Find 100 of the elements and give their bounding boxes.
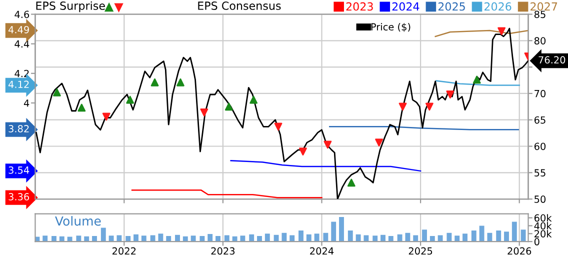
point	[53, 88, 61, 96]
legend-label: 2025	[438, 2, 465, 11]
bar	[454, 236, 460, 242]
y-tick-label: 0	[534, 238, 540, 246]
bar	[413, 235, 418, 242]
y2-tick-label: 60	[534, 142, 546, 150]
bar	[438, 235, 443, 242]
y-tick-label: 40k	[534, 222, 552, 230]
bar	[264, 234, 270, 242]
text: 3.82	[8, 125, 29, 132]
bar	[100, 228, 106, 242]
bar	[224, 235, 230, 242]
bar	[323, 232, 328, 242]
point	[176, 78, 184, 86]
bar	[496, 230, 502, 242]
bar	[487, 232, 492, 242]
point	[126, 96, 134, 104]
text: EPS Surprise	[36, 1, 105, 12]
legend-label: 2027	[530, 2, 558, 11]
bar	[331, 222, 336, 242]
bar	[372, 236, 378, 242]
bar	[76, 236, 82, 242]
bar	[190, 236, 196, 242]
line-series	[230, 160, 422, 172]
y2-tick-label: 55	[534, 169, 546, 176]
point	[324, 140, 332, 149]
point	[200, 108, 208, 116]
bar	[290, 235, 295, 242]
point	[150, 78, 159, 86]
data-label: 76.20	[538, 56, 566, 64]
point	[446, 90, 454, 98]
point	[398, 102, 407, 111]
bar	[116, 235, 122, 242]
bar	[479, 226, 484, 242]
point	[299, 148, 307, 156]
bar	[126, 236, 131, 242]
bar	[42, 236, 48, 242]
y-tick-label: 4.4	[14, 40, 30, 48]
point	[347, 178, 356, 187]
bar	[52, 236, 56, 242]
legend-label: 2023	[346, 2, 373, 11]
bar	[166, 236, 172, 242]
text: 4.12	[8, 80, 29, 88]
bar	[282, 232, 287, 242]
bar	[158, 234, 164, 242]
bar	[504, 232, 509, 242]
bar	[249, 234, 254, 242]
bar	[471, 230, 476, 242]
legend-label: Price ($)	[371, 23, 410, 32]
y-tick-label: 4.6	[14, 10, 30, 18]
point	[224, 102, 233, 111]
bar	[306, 234, 312, 242]
bar	[520, 230, 526, 242]
bar	[274, 234, 279, 242]
point	[250, 96, 258, 104]
legend-title: EPS Consensus	[198, 2, 281, 10]
chart-title: Volume	[55, 216, 101, 226]
bar	[216, 236, 220, 242]
y-tick-label: 60k	[534, 214, 552, 222]
bar	[430, 236, 435, 242]
bar	[134, 234, 138, 242]
y2-tick-label: 80	[534, 37, 546, 44]
bar	[175, 234, 180, 242]
bar	[405, 232, 410, 242]
text: 4.49	[8, 26, 29, 34]
bar	[446, 232, 452, 242]
bar	[92, 236, 97, 242]
bar	[512, 222, 517, 242]
bar	[208, 234, 213, 242]
bar	[240, 236, 246, 242]
bar	[462, 234, 468, 242]
bar	[339, 217, 344, 242]
point	[375, 138, 383, 147]
bar	[141, 236, 146, 242]
y2-tick-label: 65	[534, 116, 546, 124]
y-tick-label: 4	[24, 100, 30, 107]
bar	[314, 234, 320, 242]
y2-tick-label: 70	[534, 90, 546, 98]
text: 3.36	[8, 193, 30, 200]
x-tick-label: 2024	[310, 247, 334, 255]
bar	[388, 236, 394, 242]
point	[102, 112, 110, 121]
y2-tick-label: 50	[534, 196, 546, 203]
bar	[257, 236, 262, 242]
bar	[298, 230, 304, 242]
bar	[380, 234, 386, 242]
bar	[397, 234, 402, 242]
y-tick-label: 20k	[534, 230, 552, 238]
point	[78, 104, 86, 112]
point	[472, 76, 481, 84]
bar	[422, 230, 427, 242]
x-tick-label: 2026	[508, 247, 532, 255]
bar	[356, 234, 361, 242]
legend-label: 2024	[392, 2, 420, 11]
y2-tick-label: 85	[534, 10, 546, 18]
bar	[150, 235, 156, 242]
x-tick-label: 2022	[112, 247, 136, 255]
x-tick-label: 2025	[408, 247, 432, 255]
bar	[200, 236, 205, 242]
x-tick-label: 2023	[211, 247, 235, 255]
